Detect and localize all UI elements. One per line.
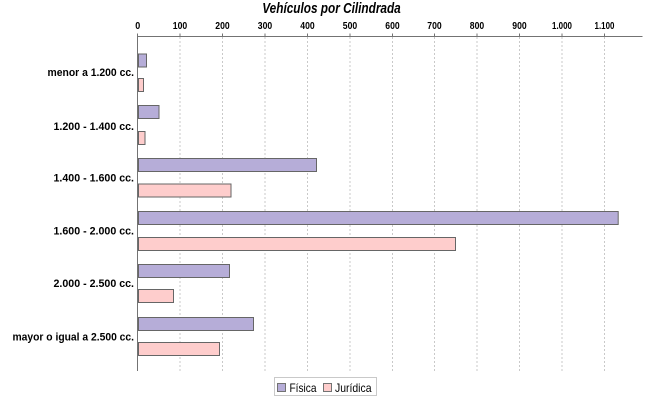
svg-text:600: 600 bbox=[385, 21, 400, 32]
svg-text:1.100: 1.100 bbox=[595, 21, 615, 32]
svg-text:Física: Física bbox=[290, 381, 317, 395]
svg-text:900: 900 bbox=[512, 21, 527, 32]
svg-text:100: 100 bbox=[173, 21, 188, 32]
svg-text:1.600 - 2.000 cc.: 1.600 - 2.000 cc. bbox=[54, 226, 135, 238]
svg-text:0: 0 bbox=[135, 21, 140, 32]
svg-text:500: 500 bbox=[343, 21, 358, 32]
svg-text:mayor o igual a 2.500 cc.: mayor o igual a 2.500 cc. bbox=[13, 332, 135, 344]
svg-text:200: 200 bbox=[215, 21, 230, 32]
svg-text:Jurídica: Jurídica bbox=[335, 381, 372, 395]
svg-text:800: 800 bbox=[470, 21, 485, 32]
svg-text:1.000: 1.000 bbox=[552, 21, 572, 32]
svg-text:1.200 - 1.400 cc.: 1.200 - 1.400 cc. bbox=[54, 121, 135, 133]
svg-text:300: 300 bbox=[258, 21, 273, 32]
svg-text:700: 700 bbox=[427, 21, 442, 32]
svg-text:2.000 - 2.500 cc.: 2.000 - 2.500 cc. bbox=[54, 278, 135, 290]
svg-text:1.400 - 1.600 cc.: 1.400 - 1.600 cc. bbox=[54, 173, 135, 185]
svg-text:Vehículos por Cilindrada: Vehículos por Cilindrada bbox=[262, 1, 401, 17]
svg-text:menor a 1.200 cc.: menor a 1.200 cc. bbox=[48, 67, 135, 79]
svg-text:400: 400 bbox=[300, 21, 315, 32]
